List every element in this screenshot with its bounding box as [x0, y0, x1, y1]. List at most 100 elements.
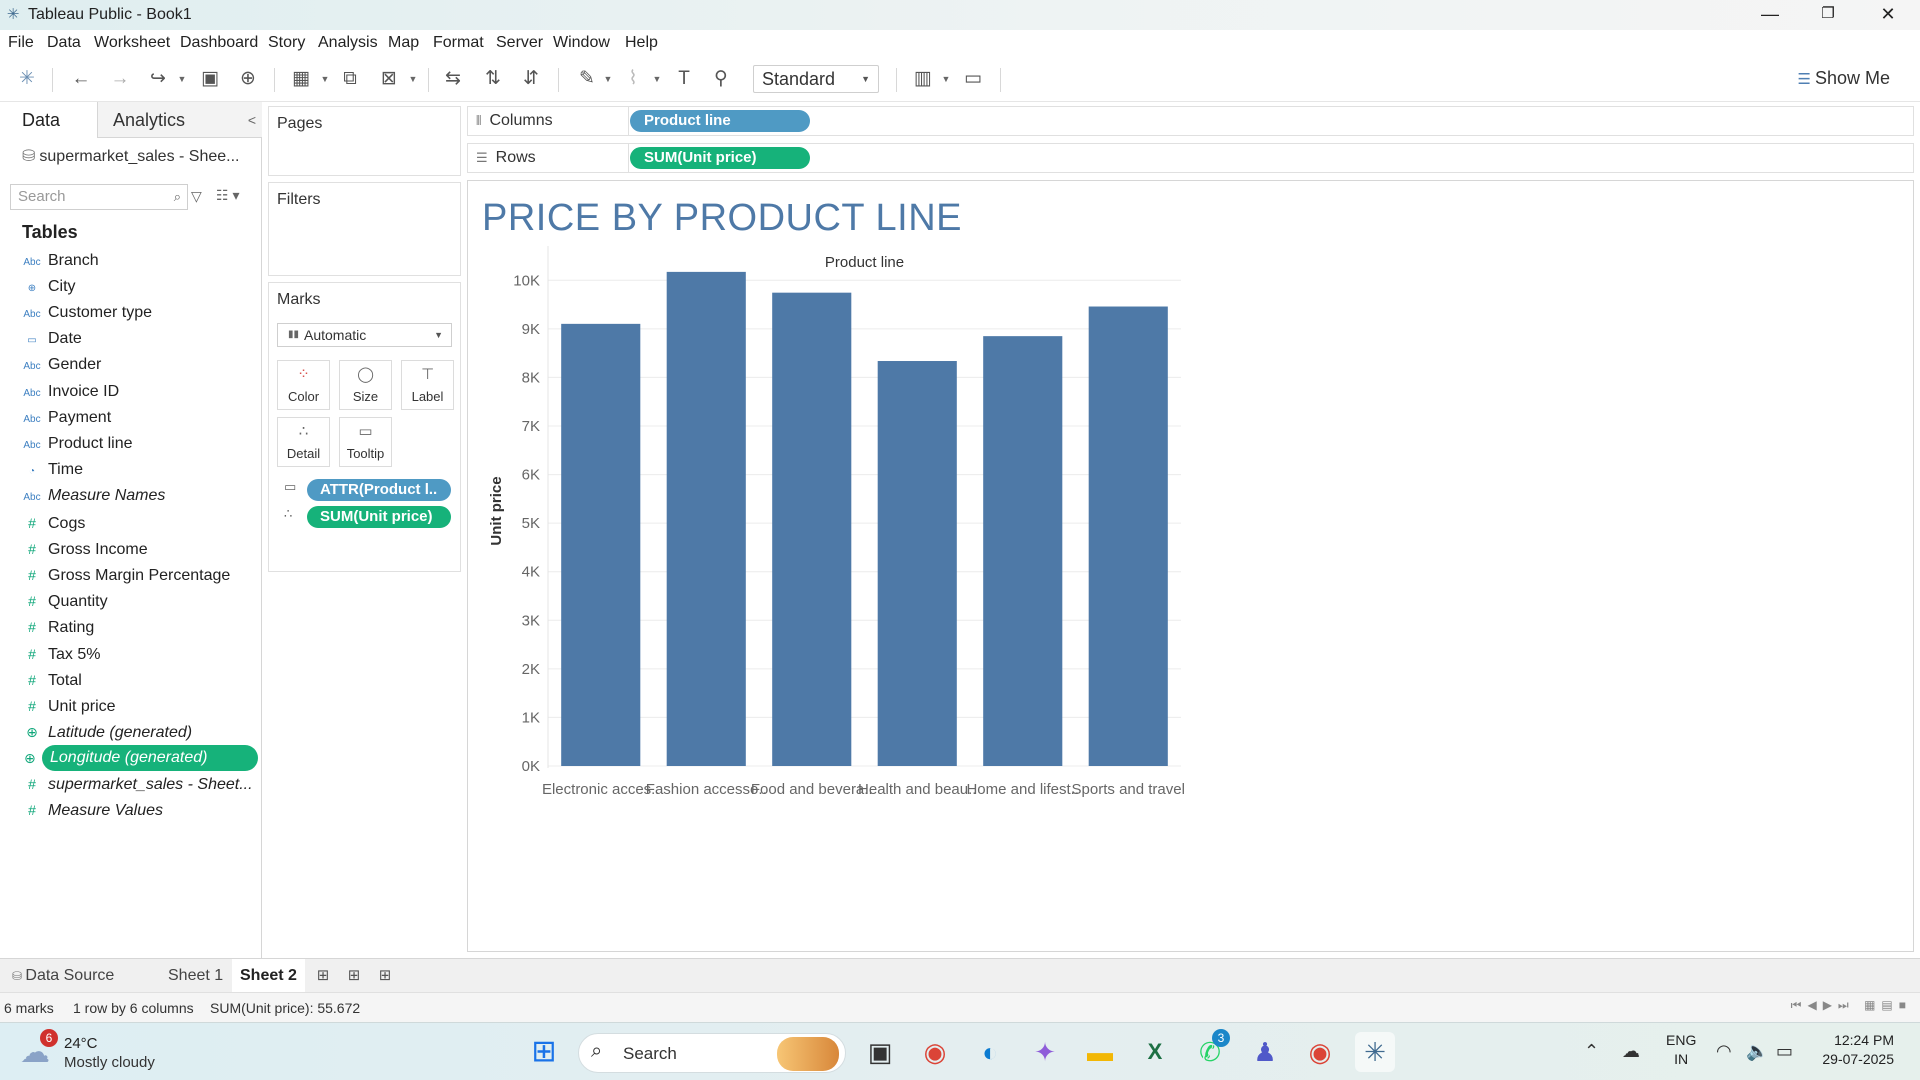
- menu-data[interactable]: Data: [47, 34, 81, 51]
- clock[interactable]: 12:24 PM 29-07-2025: [1812, 1031, 1894, 1069]
- field-gender[interactable]: Abc Gender: [22, 352, 101, 378]
- taskbar-search[interactable]: ⌕ Search: [578, 1033, 846, 1073]
- menu-format[interactable]: Format: [433, 34, 484, 51]
- view-options-icon[interactable]: ☷ ▾: [216, 187, 240, 203]
- field-latitude-generated[interactable]: ⊕ Latitude (generated): [22, 719, 192, 745]
- detail-button[interactable]: ∴ Detail: [277, 417, 330, 467]
- task-view-icon[interactable]: ▣: [867, 1037, 893, 1067]
- bar-3[interactable]: [877, 361, 957, 766]
- show-me-button[interactable]: ☰ Show Me: [1798, 68, 1891, 89]
- menu-file[interactable]: File: [8, 34, 34, 51]
- field-date[interactable]: ▭ Date: [22, 326, 82, 352]
- datasource-item[interactable]: ⛁ supermarket_sales - Shee...: [22, 146, 240, 166]
- menu-map[interactable]: Map: [388, 34, 420, 51]
- field-cogs[interactable]: # Cogs: [22, 510, 85, 536]
- bar-1[interactable]: [666, 271, 746, 766]
- field-total[interactable]: # Total: [22, 667, 82, 693]
- field-payment[interactable]: Abc Payment: [22, 405, 111, 431]
- weather-widget[interactable]: ☁ 6 24°C Mostly cloudy: [20, 1029, 220, 1075]
- restore-button[interactable]: ❐: [1821, 5, 1835, 22]
- menu-help[interactable]: Help: [625, 34, 658, 51]
- chevron-up-icon[interactable]: ⌃: [1584, 1041, 1600, 1061]
- menu-analysis[interactable]: Analysis: [318, 34, 378, 51]
- worksheet-view[interactable]: Product line 0K 1K 2K 3K 4K 5K 6K 7K 8K 9K 10K Unit …: [467, 180, 1914, 952]
- field-rating[interactable]: # Rating: [22, 614, 94, 640]
- menu-dashboard[interactable]: Dashboard: [180, 34, 259, 51]
- tooltip-pill[interactable]: ATTR(Product l..: [307, 479, 451, 501]
- chrome-icon[interactable]: ◉: [923, 1037, 947, 1067]
- clear-sheet-dropdown-icon[interactable]: ▼: [408, 74, 418, 84]
- tableau-logo-icon[interactable]: ✳: [19, 68, 35, 89]
- detail-pill[interactable]: SUM(Unit price): [307, 506, 451, 528]
- replay-dropdown-icon[interactable]: ▼: [177, 74, 187, 84]
- sheet-navigation-icons[interactable]: ⏮◀▶⏭ ▦▤■: [1790, 998, 1912, 1012]
- tab-data[interactable]: Data: [0, 102, 97, 138]
- new-worksheet-dropdown-icon[interactable]: ▼: [320, 74, 330, 84]
- field-time[interactable]: ◔ Time: [22, 457, 83, 483]
- mark-type-select[interactable]: ▮▮ Automatic ▼: [277, 323, 452, 347]
- columns-pill[interactable]: Product line: [630, 110, 810, 132]
- minimize-button[interactable]: —: [1761, 4, 1779, 24]
- size-button[interactable]: ◯ Size: [339, 360, 392, 410]
- duplicate-sheet-icon[interactable]: ⧉: [343, 68, 357, 89]
- sort-ascending-icon[interactable]: ⇅: [485, 68, 501, 89]
- field-measure-names[interactable]: Abc Measure Names: [22, 483, 165, 509]
- menu-window[interactable]: Window: [553, 34, 610, 51]
- battery-icon[interactable]: ▭: [1776, 1041, 1794, 1061]
- group-icon[interactable]: ⌇: [628, 68, 638, 89]
- field-city[interactable]: ⊕ City: [22, 274, 76, 300]
- tab-analytics[interactable]: Analytics <: [97, 102, 262, 138]
- group-dropdown-icon[interactable]: ▼: [652, 74, 662, 84]
- fit-select[interactable]: Standard ▼: [753, 65, 879, 93]
- color-button[interactable]: ⁘ Color: [277, 360, 330, 410]
- field-measure-values[interactable]: # Measure Values: [22, 797, 163, 823]
- replay-icon[interactable]: ↪: [150, 68, 166, 89]
- rows-pill[interactable]: SUM(Unit price): [630, 147, 810, 169]
- field-gross-income[interactable]: # Gross Income: [22, 536, 148, 562]
- field-longitude-generated[interactable]: Longitude (generated): [42, 744, 258, 771]
- language-indicator[interactable]: ENG IN: [1666, 1031, 1696, 1069]
- menu-worksheet[interactable]: Worksheet: [94, 34, 171, 51]
- bar-0[interactable]: [561, 323, 641, 766]
- bar-chart[interactable]: Product line 0K 1K 2K 3K 4K 5K 6K 7K 8K 9K 10K Unit …: [468, 181, 1913, 951]
- new-dashboard-tab-icon[interactable]: ⊞: [347, 967, 361, 984]
- tab-sheet2[interactable]: Sheet 2: [232, 959, 305, 993]
- field-invoice-id[interactable]: Abc Invoice ID: [22, 379, 119, 405]
- new-worksheet-icon[interactable]: ▦: [292, 68, 310, 89]
- redo-icon[interactable]: →: [110, 68, 130, 89]
- show-cards-dropdown-icon[interactable]: ▼: [941, 74, 951, 84]
- onedrive-icon[interactable]: ☁: [1622, 1041, 1640, 1061]
- edge-icon[interactable]: ◐: [982, 1037, 998, 1067]
- label-button[interactable]: ⊤ Label: [401, 360, 454, 410]
- presentation-mode-icon[interactable]: ▭: [964, 68, 982, 89]
- file-explorer-icon[interactable]: ▬: [1087, 1037, 1113, 1067]
- new-worksheet-tab-icon[interactable]: ⊞: [316, 967, 330, 984]
- field-tax-5[interactable]: # Tax 5%: [22, 641, 100, 667]
- bar-2[interactable]: [772, 292, 852, 766]
- tab-data-source[interactable]: ⛁ Data Source: [4, 959, 122, 993]
- bar-4[interactable]: [983, 336, 1063, 766]
- field-supermarket-sales-sheet[interactable]: # supermarket_sales - Sheet...: [22, 771, 252, 797]
- highlight-dropdown-icon[interactable]: ▼: [603, 74, 613, 84]
- menu-server[interactable]: Server: [496, 34, 544, 51]
- close-button[interactable]: ✕: [1880, 4, 1896, 24]
- swap-rows-columns-icon[interactable]: ⇆: [445, 68, 461, 89]
- new-datasource-icon[interactable]: ⊕: [240, 68, 256, 89]
- collapse-pane-icon[interactable]: <: [247, 112, 256, 128]
- field-unit-price[interactable]: # Unit price: [22, 693, 115, 719]
- save-icon[interactable]: ▣: [201, 68, 219, 89]
- pages-card[interactable]: Pages: [268, 106, 461, 176]
- new-story-tab-icon[interactable]: ⊞: [378, 967, 392, 984]
- highlight-icon[interactable]: ✎: [579, 68, 595, 89]
- bar-5[interactable]: [1088, 306, 1168, 766]
- field-gross-margin-percentage[interactable]: # Gross Margin Percentage: [22, 562, 230, 588]
- teams-icon[interactable]: ♟: [1253, 1037, 1277, 1067]
- filter-icon[interactable]: ▽: [191, 188, 202, 204]
- tooltip-button[interactable]: ▭ Tooltip: [339, 417, 392, 467]
- field-quantity[interactable]: # Quantity: [22, 588, 108, 614]
- chrome-icon[interactable]: ◉: [1308, 1037, 1332, 1067]
- filters-card[interactable]: Filters: [268, 182, 461, 276]
- field-branch[interactable]: Abc Branch: [22, 248, 98, 274]
- menu-story[interactable]: Story: [268, 34, 306, 51]
- wifi-icon[interactable]: ◠: [1716, 1041, 1732, 1061]
